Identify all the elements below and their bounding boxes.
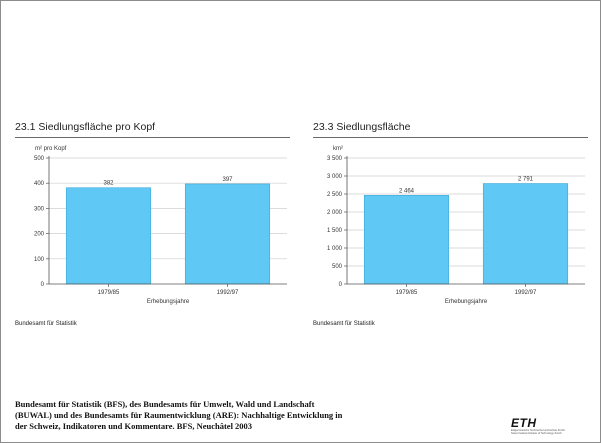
x-tick-label: 1992/97: [217, 290, 239, 296]
bar: [65, 187, 152, 285]
bar-value-label: 2 464: [399, 188, 415, 194]
x-tick-label: 1992/97: [515, 290, 537, 296]
y-axis-label: m² pro Kopf: [35, 146, 67, 152]
bar: [482, 183, 569, 285]
bar: [184, 183, 271, 285]
y-tick-label: 2 000: [327, 210, 343, 216]
eth-logo-line: Eidgenössische Technische Hochschule Zür…: [511, 429, 566, 432]
y-tick-label: 0: [41, 282, 45, 288]
settlement-area-per-capita-chart: m² pro Kopf 0 100 200 300 400 500 382 1979/85 397…: [34, 146, 287, 305]
bar-value-label: 397: [222, 177, 233, 183]
x-tick-label: 1979/85: [396, 290, 418, 296]
y-tick-label: 400: [34, 181, 45, 187]
eth-logo: ETH Eidgenössische Technische Hochschule…: [511, 417, 581, 436]
x-tick-label: 1979/85: [98, 290, 120, 296]
bar-value-label: 2 791: [518, 177, 534, 183]
title-rule: [313, 137, 588, 138]
chart-source: Bundesamt für Statistik: [15, 321, 77, 327]
settlement-area-chart: km² 0 500 1 000 1 500 2 000 2 500 3 000 3 500 2 4…: [327, 146, 585, 305]
chart-source: Bundesamt für Statistik: [313, 321, 375, 327]
y-tick-label: 3 000: [327, 174, 343, 180]
y-tick-label: 100: [34, 257, 45, 263]
chart-title: 23.3 Siedlungsfläche: [313, 121, 411, 133]
y-tick-label: 1 000: [327, 246, 343, 252]
y-tick-label: 300: [34, 206, 45, 212]
y-tick-label: 500: [34, 156, 45, 162]
y-tick-label: 1 500: [327, 228, 343, 234]
citation-line: Bundesamt für Statistik (BFS), des Bunde…: [15, 399, 315, 409]
x-axis-label: Erhebungsjahre: [445, 299, 488, 305]
y-tick-label: 200: [34, 232, 45, 238]
citation-line: (BUWAL) und des Bundesamts für Raumentwi…: [15, 410, 343, 420]
chart-title: 23.1 Siedlungsfläche pro Kopf: [15, 121, 156, 133]
title-rule: [15, 137, 290, 138]
y-tick-label: 500: [332, 264, 343, 270]
y-tick-label: 3 500: [327, 156, 343, 162]
y-tick-label: 0: [339, 282, 343, 288]
citation-line: der Schweiz, Indikatoren und Kommentare.…: [15, 421, 253, 431]
eth-logo-mark: ETH: [511, 416, 537, 430]
citation: Bundesamt für Statistik (BFS), des Bunde…: [15, 399, 485, 432]
bar: [363, 194, 450, 285]
bar-value-label: 382: [103, 181, 114, 187]
y-tick-label: 2 500: [327, 192, 343, 198]
eth-logo-line: Swiss Federal Institute of Technology Zu…: [511, 432, 562, 436]
x-axis-label: Erhebungsjahre: [147, 299, 190, 305]
y-axis-label: km²: [333, 146, 343, 152]
